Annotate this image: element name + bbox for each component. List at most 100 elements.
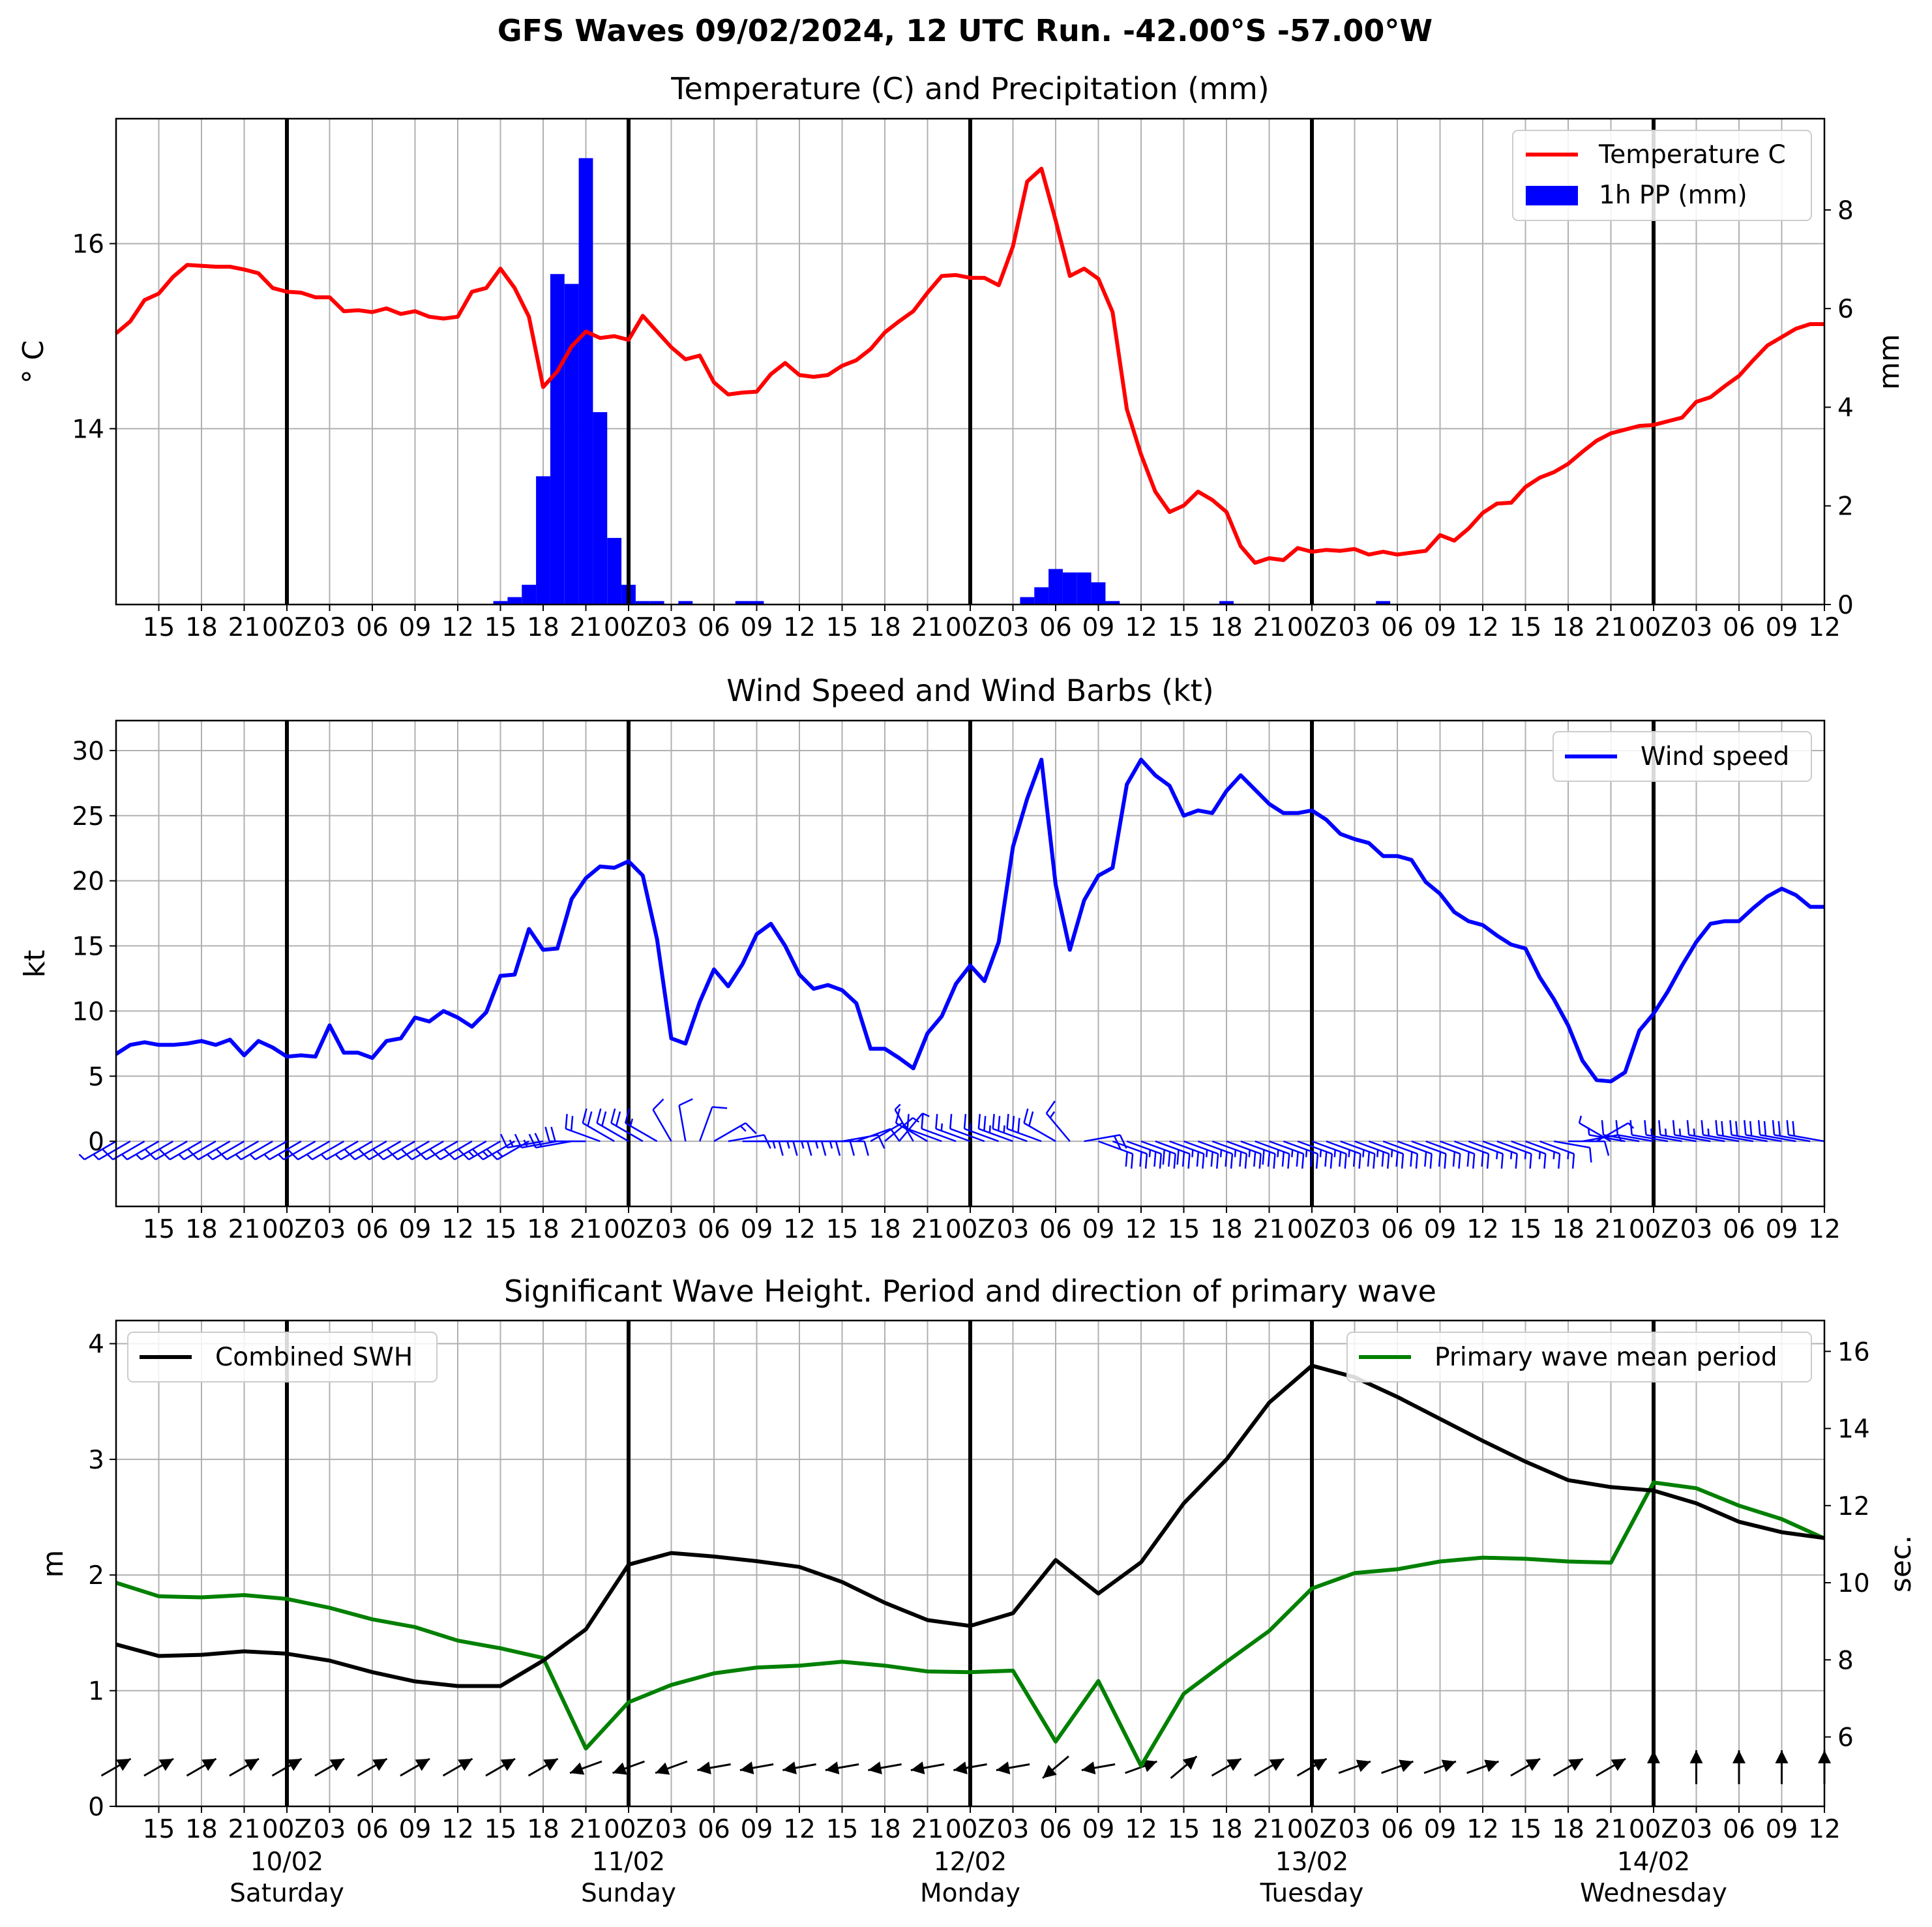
wave-arrow [1081,1761,1116,1774]
barb-shaft [397,1141,430,1161]
barb-shaft [921,1128,957,1143]
x-tick-label: 06 [1381,1215,1414,1244]
x-tick-label: 21 [912,1815,944,1844]
barb-feather [1438,1152,1442,1167]
barb-feather [1244,1154,1248,1169]
barb-shaft [1368,1140,1404,1155]
barb-shaft [1084,1134,1121,1143]
wind-barb [1368,1140,1404,1169]
barb-feather [895,1108,901,1124]
x-tick-label: 03 [1680,1815,1713,1844]
wave-arrow [1381,1759,1414,1774]
precip-bar [578,158,593,605]
y-tick-label: 10 [72,997,104,1026]
barb-shaft [112,1141,145,1161]
wind-barb [1440,1140,1476,1169]
wind-barb [1525,1140,1561,1169]
wind-barb [1084,1134,1127,1150]
wave-arrow [825,1761,859,1774]
x-tick-label: 06 [1723,1815,1755,1844]
barb-feather [286,1148,299,1161]
wind-barb [898,1113,930,1142]
y2-tick-label: 4 [1837,393,1854,423]
barb-feather [1721,1121,1724,1137]
barb-half-feather [1305,1150,1308,1158]
barb-shaft [326,1141,359,1161]
wind-barb [582,1108,615,1143]
day-name-label: Sunday [581,1879,676,1908]
wind-speed-line [115,757,1824,1084]
x-tick-label: 15 [1168,1815,1200,1844]
wind-barb [1411,1140,1447,1169]
precip-bar [749,601,764,605]
barb-half-feather [1376,1150,1379,1158]
x-tick-label: 03 [655,1815,688,1844]
x-tick-label: 18 [1210,613,1243,642]
x-tick-label: 06 [698,613,730,642]
precip-bar [1091,582,1106,605]
barb-half-feather [1390,1150,1393,1158]
x-tick-label: 12 [783,1815,816,1844]
wind-barb [624,1108,658,1143]
x-tick-label: 00Z [262,613,312,642]
barb-half-feather [814,1141,819,1149]
x-tick-label: 09 [741,1215,773,1244]
barb-feather [1173,1154,1176,1169]
x-tick-label: 18 [185,1215,218,1244]
panel2-ylabel: kt [18,950,52,978]
barb-feather [1011,1116,1015,1131]
x-tick-label: 18 [1210,1215,1243,1244]
x-tick-label: 06 [1723,1215,1755,1244]
barb-feather [1162,1150,1165,1165]
x-tick-label: 06 [1381,1815,1414,1844]
barb-shaft [1411,1140,1446,1155]
wave-arrow [1211,1757,1242,1777]
barb-feather [615,1111,621,1126]
x-tick-label: 12 [1466,613,1499,642]
wave-arrow [143,1757,174,1777]
barb-shaft [98,1141,131,1161]
x-tick-label: 06 [1381,613,1414,642]
barb-shaft [141,1141,173,1161]
barb-half-feather [278,1154,285,1161]
barb-feather [1168,1152,1171,1167]
barb-shaft [610,1122,644,1143]
x-tick-label: 21 [1595,1815,1627,1844]
panel3-xticks: 15 18 21 00Z 03 06 09 12 15 18 21 00Z 03 06 09 12 15 18 21… [143,1806,1841,1844]
barb-feather [372,1148,384,1161]
wind-barb [1511,1140,1547,1169]
legend-period-label: Primary wave mean period [1434,1343,1777,1372]
wind-barb [1468,1140,1504,1169]
panel1-grid [116,119,1825,605]
x-tick-label: 21 [228,613,261,642]
barb-shaft [183,1141,216,1161]
barb-feather [1772,1120,1776,1135]
barb-shaft [1098,1140,1133,1155]
wind-barb [486,1141,529,1161]
barb-shaft [978,1128,1013,1143]
barb-half-feather [1234,1150,1237,1158]
barb-feather [499,1133,508,1148]
barb-half-feather [1524,1152,1527,1159]
x-tick-label: 21 [1595,1215,1627,1244]
x-tick-label: 12 [1808,613,1841,642]
wind-barb [1615,1120,1654,1143]
wind-barb [386,1141,430,1161]
wind-barb [1757,1120,1796,1143]
barb-feather [534,1133,542,1147]
barb-feather [935,1114,938,1129]
barb-shaft [1588,1134,1626,1143]
x-tick-label: 00Z [1287,1215,1337,1244]
wave-arrow-head [1441,1759,1456,1772]
precip-bar [550,274,565,605]
precip-bar [1020,597,1035,605]
barb-shaft [1354,1140,1390,1155]
barb-feather [1045,1100,1056,1114]
day-date-label: 11/02 [592,1847,665,1877]
wave-arrow-head [1226,1759,1241,1771]
panel3-legend-right: Primary wave mean period [1346,1332,1812,1382]
barb-shaft [1617,1134,1654,1143]
barb-shaft [1717,1134,1754,1143]
barb-feather [1330,1154,1333,1169]
barb-feather [849,1141,855,1156]
